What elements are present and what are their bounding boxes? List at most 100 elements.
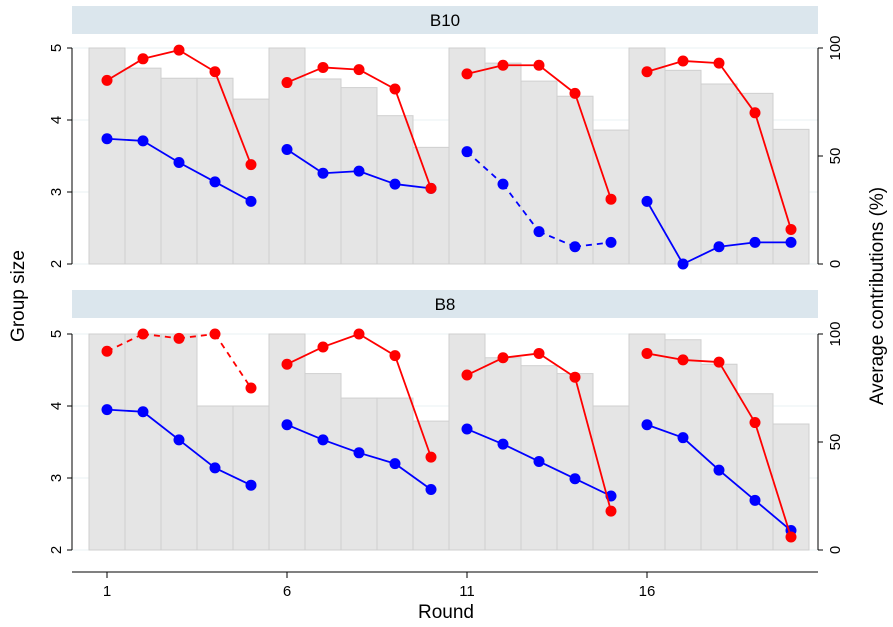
red-point bbox=[425, 451, 437, 463]
red-point bbox=[281, 77, 293, 89]
blue-point bbox=[101, 133, 113, 145]
blue-line-segment bbox=[646, 423, 684, 439]
red-point bbox=[101, 74, 113, 86]
blue-point bbox=[533, 226, 545, 238]
red-line-segment bbox=[718, 62, 756, 114]
red-point bbox=[281, 358, 293, 370]
red-point bbox=[785, 531, 797, 543]
bar bbox=[196, 77, 234, 265]
blue-line-segment bbox=[214, 467, 252, 487]
red-line-segment bbox=[538, 352, 576, 378]
bar bbox=[196, 405, 234, 551]
blue-line-segment bbox=[106, 408, 144, 413]
blue-line-segment bbox=[286, 423, 324, 441]
red-line-segment bbox=[394, 88, 432, 189]
blue-line-segment bbox=[466, 428, 504, 445]
red-line-segment bbox=[322, 66, 360, 71]
y-left-tick-label: 4 bbox=[48, 402, 65, 410]
blue-point bbox=[281, 419, 293, 431]
red-point bbox=[497, 59, 509, 71]
bar bbox=[484, 62, 522, 265]
y-left-tick-label: 5 bbox=[48, 330, 65, 338]
blue-line-segment bbox=[718, 469, 756, 502]
y-right-tick-label: 100 bbox=[827, 321, 844, 346]
bar bbox=[124, 333, 162, 551]
blue-point bbox=[425, 484, 437, 496]
blue-line-segment bbox=[394, 462, 432, 491]
red-point bbox=[533, 347, 545, 359]
blue-point bbox=[137, 406, 149, 418]
blue-line-segment bbox=[178, 161, 216, 183]
blue-line-segment bbox=[502, 183, 540, 233]
blue-point bbox=[173, 434, 185, 446]
blue-point bbox=[353, 165, 365, 177]
bar bbox=[124, 67, 162, 265]
blue-series bbox=[101, 133, 797, 270]
red-line-segment bbox=[286, 66, 324, 84]
blue-point bbox=[137, 135, 149, 147]
axes-layer: Round Group size Average contributions (… bbox=[8, 187, 888, 623]
blue-line-segment bbox=[394, 183, 432, 190]
y-left-tick-label: 3 bbox=[48, 474, 65, 482]
bar bbox=[700, 363, 738, 551]
blue-point bbox=[317, 434, 329, 446]
red-point bbox=[389, 83, 401, 95]
red-point bbox=[785, 223, 797, 235]
blue-series bbox=[101, 404, 797, 537]
blue-point bbox=[389, 178, 401, 190]
blue-line-segment bbox=[178, 439, 216, 469]
red-point bbox=[173, 44, 185, 56]
red-line-segment bbox=[646, 352, 684, 361]
y-left-tick-label: 2 bbox=[48, 546, 65, 554]
bar bbox=[628, 47, 666, 265]
y-left-tick-label: 2 bbox=[48, 260, 65, 268]
red-line-segment bbox=[502, 352, 540, 359]
blue-point bbox=[461, 423, 473, 435]
blue-line-segment bbox=[286, 148, 324, 175]
blue-point bbox=[497, 438, 509, 450]
red-point bbox=[209, 328, 221, 340]
bar bbox=[556, 95, 594, 265]
blue-line-segment bbox=[358, 170, 396, 185]
red-point bbox=[245, 382, 257, 394]
panel-title: B10 bbox=[430, 11, 460, 30]
y-right-tick-label: 50 bbox=[827, 434, 844, 451]
blue-point bbox=[569, 473, 581, 485]
panel-header bbox=[72, 290, 818, 318]
bar bbox=[664, 69, 702, 265]
blue-point bbox=[245, 195, 257, 207]
blue-line-segment bbox=[142, 140, 180, 164]
blue-line-segment bbox=[106, 137, 144, 142]
blue-point bbox=[749, 494, 761, 506]
red-point bbox=[101, 345, 113, 357]
blue-point bbox=[533, 455, 545, 467]
red-point bbox=[605, 505, 617, 517]
bar bbox=[268, 47, 306, 265]
y-axis-left-title: Group size bbox=[8, 250, 29, 342]
blue-point bbox=[389, 458, 401, 470]
red-point bbox=[245, 159, 257, 171]
red-series bbox=[101, 328, 797, 543]
red-point bbox=[137, 53, 149, 65]
red-line-segment bbox=[466, 64, 504, 75]
blue-line-segment bbox=[358, 451, 396, 465]
blue-line-segment bbox=[466, 151, 504, 185]
red-line-segment bbox=[538, 64, 576, 95]
red-line-segment bbox=[394, 355, 432, 458]
red-line-segment bbox=[754, 112, 792, 230]
bar bbox=[556, 373, 594, 551]
blue-line-segment bbox=[682, 245, 720, 265]
y-axis-right-title: Average contributions (%) bbox=[867, 187, 888, 405]
bar bbox=[376, 115, 414, 265]
red-line-segment bbox=[466, 356, 504, 376]
bar bbox=[412, 146, 450, 265]
red-line-segment bbox=[106, 58, 144, 82]
red-line-segment bbox=[142, 49, 180, 60]
red-line-segment bbox=[358, 333, 396, 357]
bar bbox=[484, 357, 522, 551]
x-tick-label: 1 bbox=[103, 583, 111, 600]
blue-point bbox=[101, 404, 113, 416]
blue-line-segment bbox=[754, 499, 792, 532]
blue-line-segment bbox=[682, 437, 720, 471]
